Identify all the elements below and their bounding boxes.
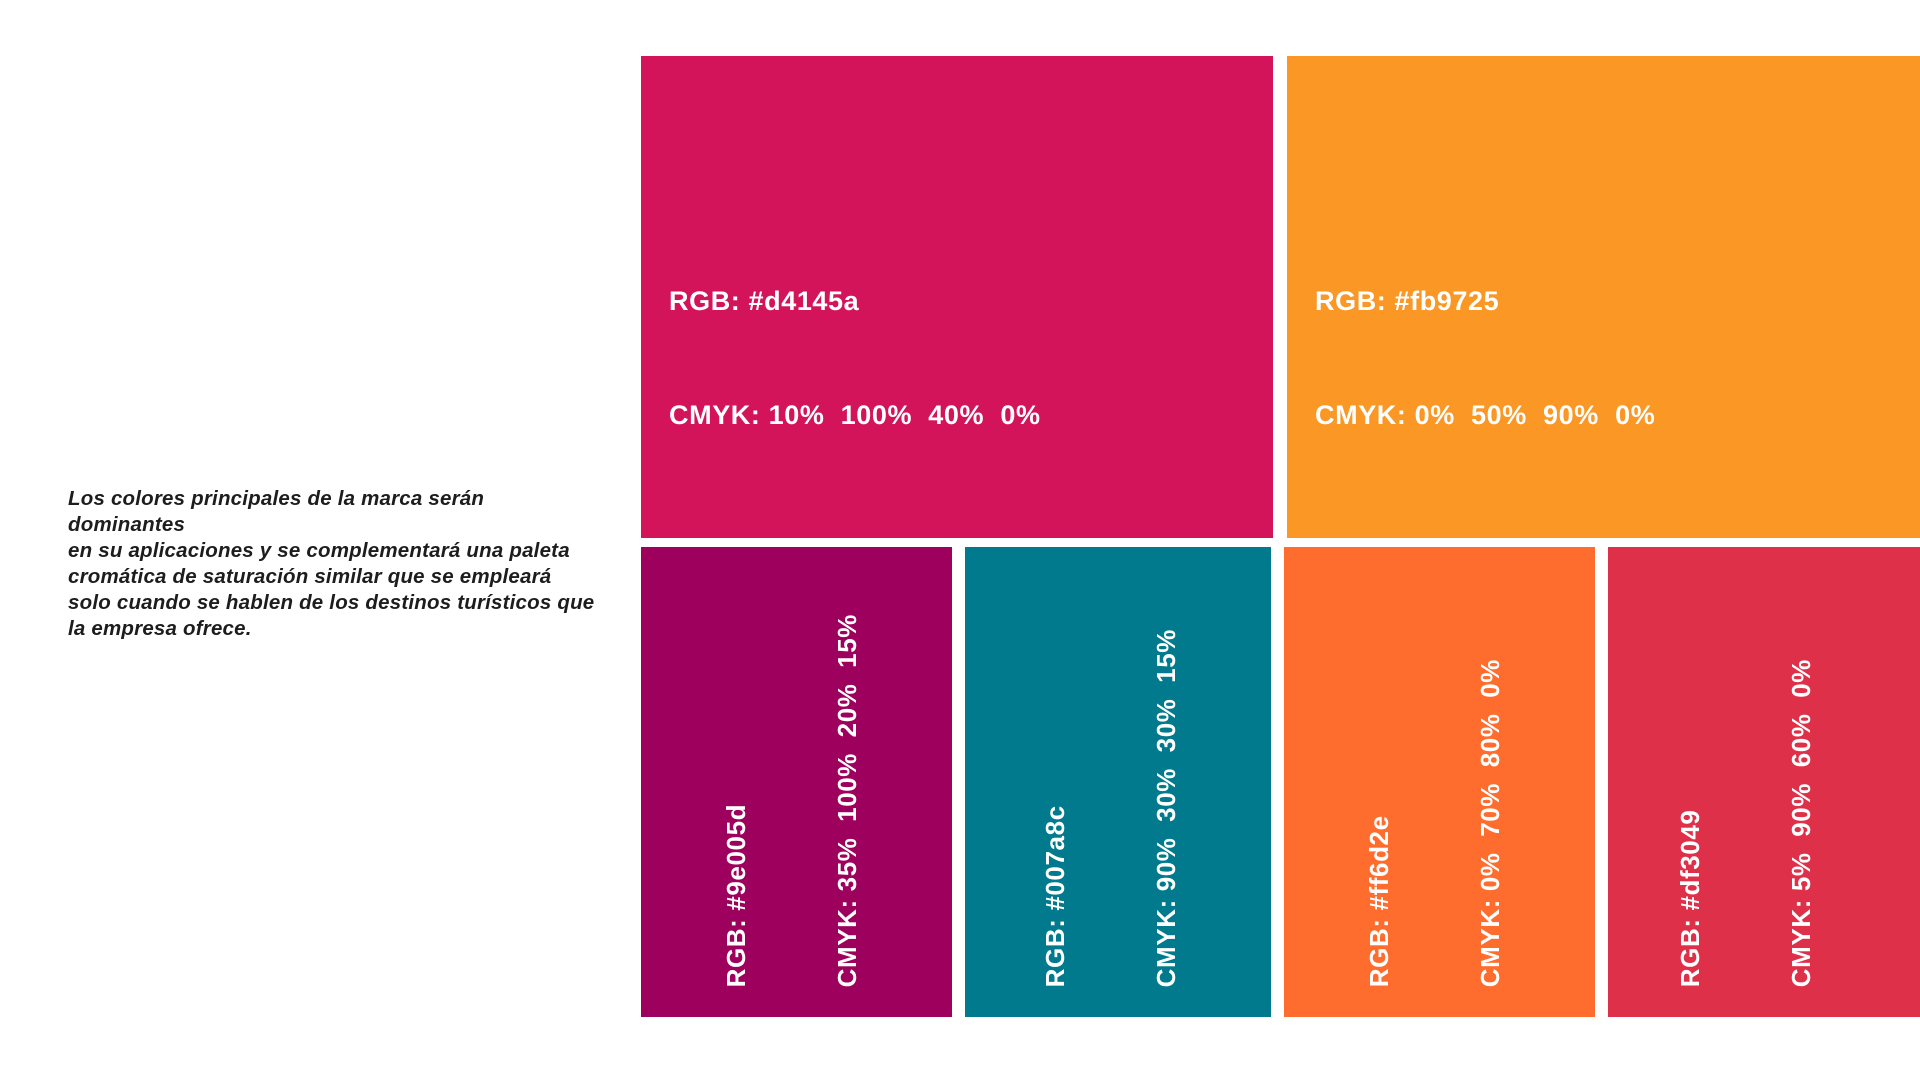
color-swatch-crimson-red: RGB: #df3049 CMYK: 5% 90% 60% 0% <box>1608 547 1920 1017</box>
color-values-label-vertical: RGB: #9e005d CMYK: 35% 100% 20% 15% <box>644 614 940 987</box>
color-values-label: RGB: #fb9725 CMYK: 0% 50% 90% 0% <box>1315 206 1655 510</box>
color-values-label-vertical: RGB: #ff6d2e CMYK: 0% 70% 80% 0% <box>1287 659 1583 987</box>
description-line: solo cuando se hablen de los destinos tu… <box>68 591 595 614</box>
color-swatch-teal: RGB: #007a8c CMYK: 90% 30% 30% 15% <box>965 547 1271 1017</box>
color-swatch-bright-orange: RGB: #ff6d2e CMYK: 0% 70% 80% 0% <box>1284 547 1595 1017</box>
rgb-value: RGB: #9e005d <box>721 803 751 988</box>
cmyk-value: CMYK: 35% 100% 20% 15% <box>832 613 862 987</box>
cmyk-value: CMYK: 90% 30% 30% 15% <box>1151 628 1181 987</box>
brand-colors-description: Los colores principales de la marca será… <box>68 486 598 642</box>
color-values-label-vertical: RGB: #007a8c CMYK: 90% 30% 30% 15% <box>963 629 1259 987</box>
color-swatch-pink-magenta: RGB: #d4145a CMYK: 10% 100% 40% 0% <box>641 56 1273 538</box>
rgb-value: RGB: #ff6d2e <box>1364 815 1394 987</box>
color-values-label: RGB: #d4145a CMYK: 10% 100% 40% 0% <box>669 206 1041 510</box>
description-line: cromática de saturación similar que se e… <box>68 565 552 588</box>
rgb-value: RGB: #007a8c <box>1040 804 1070 987</box>
color-values-label-vertical: RGB: #df3049 CMYK: 5% 90% 60% 0% <box>1598 659 1894 987</box>
description-line: en su aplicaciones y se complementará un… <box>68 539 570 562</box>
description-line: Los colores principales de la marca será… <box>68 487 485 536</box>
rgb-value: RGB: #fb9725 <box>1315 286 1500 316</box>
color-swatch-dark-magenta: RGB: #9e005d CMYK: 35% 100% 20% 15% <box>641 547 952 1017</box>
rgb-value: RGB: #df3049 <box>1675 809 1705 987</box>
color-swatch-orange: RGB: #fb9725 CMYK: 0% 50% 90% 0% <box>1287 56 1920 538</box>
cmyk-value: CMYK: 10% 100% 40% 0% <box>669 400 1041 430</box>
rgb-value: RGB: #d4145a <box>669 286 860 316</box>
cmyk-value: CMYK: 5% 90% 60% 0% <box>1786 658 1816 987</box>
description-line: la empresa ofrece. <box>68 617 252 640</box>
cmyk-value: CMYK: 0% 50% 90% 0% <box>1315 400 1656 430</box>
cmyk-value: CMYK: 0% 70% 80% 0% <box>1475 658 1505 987</box>
